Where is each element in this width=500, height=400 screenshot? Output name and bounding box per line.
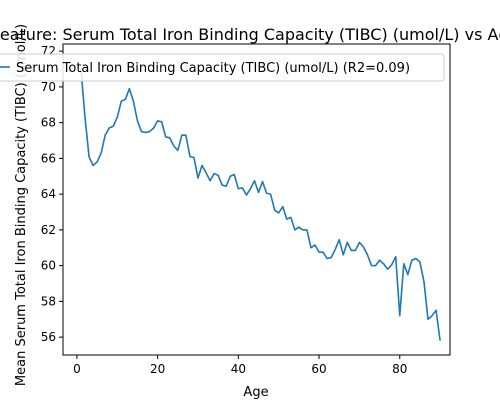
- y-tick-label: 64: [41, 187, 56, 201]
- x-tick-label: 80: [392, 362, 407, 376]
- y-axis-label: Mean Serum Total Iron Binding Capacity (…: [14, 24, 29, 386]
- legend-box: [0, 53, 445, 82]
- y-tick-label: 60: [41, 259, 56, 273]
- plot-area: [62, 43, 451, 356]
- x-axis-label: Age: [243, 385, 268, 400]
- x-tick-label: 40: [231, 362, 246, 376]
- x-axis: 0 20 40 60 80: [73, 355, 407, 376]
- plot-frame: [62, 43, 451, 356]
- series-line: [80, 68, 441, 341]
- y-tick-label: 56: [41, 330, 56, 344]
- y-tick-label: 58: [41, 294, 56, 308]
- x-tick-label: 60: [311, 362, 326, 376]
- x-tick-label: 20: [150, 362, 165, 376]
- x-tick-label: 0: [73, 362, 81, 376]
- y-tick-label: 62: [41, 223, 56, 237]
- series-layer: [80, 68, 441, 341]
- legend-label: Serum Total Iron Binding Capacity (TIBC)…: [16, 61, 410, 76]
- y-tick-label: 66: [41, 151, 56, 165]
- legend: Serum Total Iron Binding Capacity (TIBC)…: [0, 53, 445, 82]
- y-tick-label: 70: [41, 80, 56, 94]
- chart-title: Feature: Serum Total Iron Binding Capaci…: [0, 25, 500, 44]
- y-tick-label: 68: [41, 116, 56, 130]
